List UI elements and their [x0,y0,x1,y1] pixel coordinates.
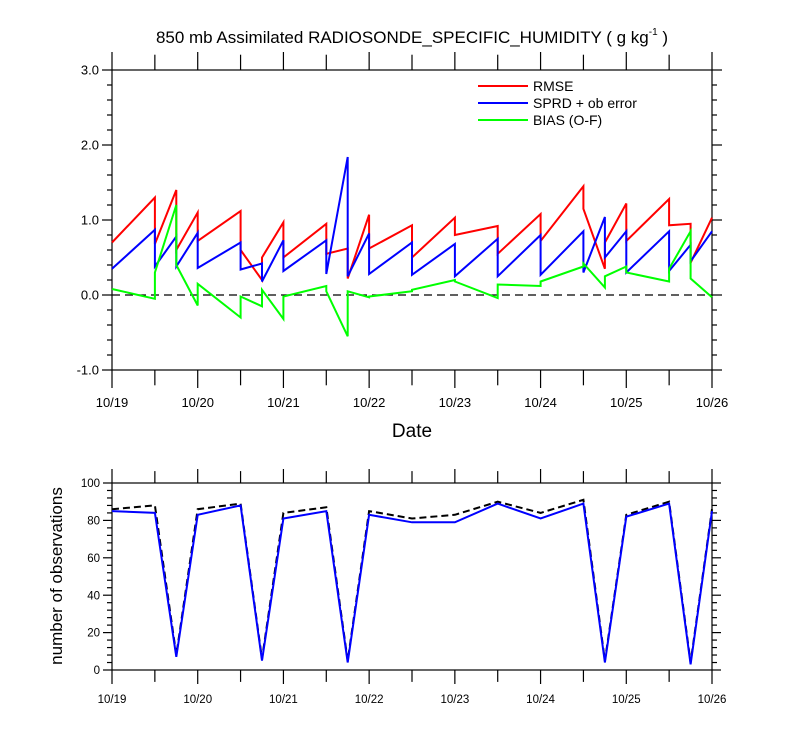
x-tick-label: 10/23 [439,395,472,410]
top-x-axis-label: Date [392,421,432,442]
x-tick-label: 10/20 [183,694,212,706]
y-tick-label: -1.0 [77,363,99,378]
y-tick-label: 20 [87,628,100,640]
y-tick-label: 2.0 [81,138,99,153]
y-tick-label: 1.0 [81,213,99,228]
top-ticks [102,52,722,388]
bottom-y-axis-label: number of observations [47,487,66,665]
x-tick-label: 10/21 [267,395,300,410]
bottom-chart: 10/19 10/20 10/21 10/22 10/23 10/24 10/25 10/26… [47,469,726,706]
top-plot-frame [111,69,713,371]
legend: RMSE SPRD + ob error BIAS (O-F) [478,78,637,128]
top-chart-title: 850 mb Assimilated RADIOSONDE_SPECIFIC_H… [156,27,668,47]
x-tick-label: 10/25 [612,694,641,706]
x-tick-label: 10/19 [98,694,127,706]
y-tick-label: 3.0 [81,63,99,78]
top-chart: 850 mb Assimilated RADIOSONDE_SPECIFIC_H… [77,27,729,442]
top-chart-title-close: ) [658,28,668,47]
x-tick-label: 10/26 [698,694,727,706]
x-tick-label: 10/23 [440,694,469,706]
x-tick-label: 10/24 [526,694,555,706]
y-tick-label: 40 [87,590,100,602]
x-tick-label: 10/22 [353,395,386,410]
x-tick-label: 10/21 [269,694,298,706]
legend-label-sprd: SPRD + ob error [533,95,637,111]
x-tick-label: 10/20 [181,395,214,410]
legend-label-rmse: RMSE [533,78,573,94]
legend-label-bias: BIAS (O-F) [533,112,602,128]
top-tick-labels: 10/19 10/20 10/21 10/22 10/23 10/24 10/25 10/26… [77,63,729,410]
series-line-assimilated-observations [111,502,713,665]
x-tick-label: 10/24 [524,395,557,410]
y-tick-label: 0 [94,665,100,677]
top-chart-title-main: 850 mb Assimilated RADIOSONDE_SPECIFIC_H… [156,28,649,47]
bottom-plot-frame [111,482,713,671]
y-tick-label: 0.0 [81,288,99,303]
bottom-ticks [103,469,721,684]
y-tick-label: 80 [87,516,100,528]
y-tick-label: 100 [81,478,100,490]
series-line-bias-o-f [111,204,713,337]
x-tick-label: 10/26 [696,395,729,410]
x-tick-label: 10/25 [610,395,643,410]
top-series [111,156,713,337]
top-chart-title-exponent: -1 [649,27,658,38]
x-tick-label: 10/22 [355,694,384,706]
series-line-sprd-ob-error [111,156,713,282]
bottom-tick-labels: 10/19 10/20 10/21 10/22 10/23 10/24 10/25 10/26… [81,478,727,706]
series-line-possible-observations [111,498,713,663]
series-line-rmse [111,183,713,284]
bottom-series [111,498,713,665]
y-tick-label: 60 [87,553,100,565]
x-tick-label: 10/19 [96,395,129,410]
